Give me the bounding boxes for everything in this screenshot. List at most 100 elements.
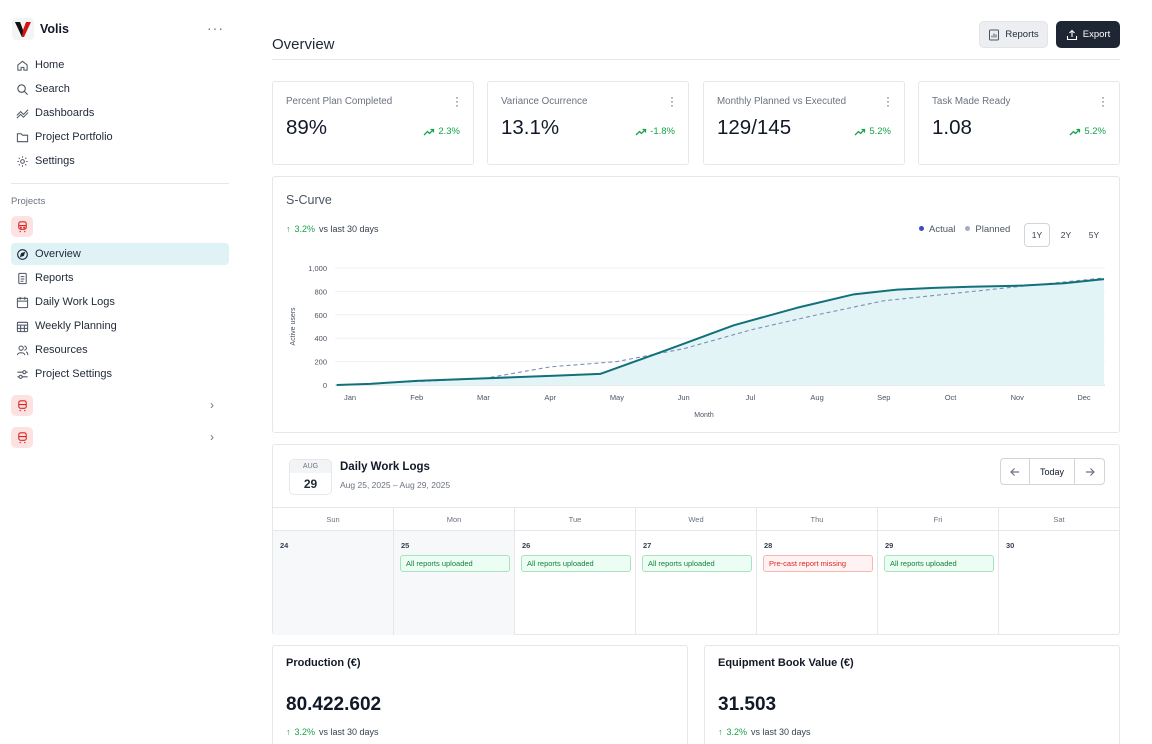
nav-label: Home xyxy=(35,59,65,71)
nav-item-overview[interactable]: Overview xyxy=(11,243,229,265)
nav-item-resources[interactable]: Resources xyxy=(11,339,229,361)
day-header: Mon xyxy=(394,508,514,531)
daily-work-logs-card: AUG 29 Daily Work Logs Aug 25, 2025 – Au… xyxy=(272,444,1120,635)
kebab-menu-icon[interactable]: · · · xyxy=(886,90,890,112)
project-icon-train-2[interactable] xyxy=(11,395,33,416)
s-curve-delta: ↑ 3.2% vs last 30 days xyxy=(286,224,379,234)
kpi-trend: 5.2% xyxy=(1069,126,1106,137)
nav-item-home[interactable]: Home xyxy=(11,54,229,76)
calendar-day-sun[interactable]: Sun 24 xyxy=(273,508,394,635)
volis-logo-icon xyxy=(12,18,34,40)
search-icon xyxy=(17,83,29,95)
range-1y-button[interactable]: 1Y xyxy=(1024,223,1050,247)
main-nav: Home Search Dashboards Project Portfolio… xyxy=(11,54,229,174)
nav-label: Resources xyxy=(35,344,88,356)
x-tick-label: Apr xyxy=(544,393,556,402)
date-badge: AUG 29 xyxy=(289,459,332,495)
export-button[interactable]: Export xyxy=(1056,21,1120,48)
x-tick-label: Jul xyxy=(746,393,756,402)
status-badge[interactable]: All reports uploaded xyxy=(884,555,994,572)
today-button[interactable]: Today xyxy=(1030,459,1075,484)
status-badge[interactable]: Pre-cast report missing xyxy=(763,555,873,572)
kpi-trend: 2.3% xyxy=(423,126,460,137)
range-5y-button[interactable]: 5Y xyxy=(1088,230,1100,240)
trend-up-icon xyxy=(423,128,435,135)
sidebar-divider xyxy=(11,183,229,184)
calendar-day-fri[interactable]: Fri 29 All reports uploaded xyxy=(878,508,999,635)
prev-week-button[interactable] xyxy=(1001,459,1030,484)
kpi-trend-value: 5.2% xyxy=(869,126,891,137)
calendar-day-wed[interactable]: Wed 27 All reports uploaded xyxy=(636,508,757,635)
s-curve-chart: 0 200 400 600 800 1,000 Jan Feb Mar Apr May Jun Jul A… xyxy=(290,264,1105,419)
trend-up-icon xyxy=(635,128,647,135)
kpi-value: 129/145 xyxy=(717,116,792,139)
calendar-day-thu[interactable]: Thu 28 Pre-cast report missing xyxy=(757,508,878,635)
x-tick-label: Mar xyxy=(477,393,490,402)
calendar-icon xyxy=(16,296,29,308)
equipment-card: Equipment Book Value (€) 31.503 ↑ 3.2% v… xyxy=(704,645,1120,744)
x-tick-label: Feb xyxy=(410,393,423,402)
kpi-card-percent-plan: Percent Plan Completed · · · 89% 2.3% xyxy=(272,81,474,165)
nav-item-project-portfolio[interactable]: Project Portfolio xyxy=(11,126,229,148)
nav-item-daily-work-logs[interactable]: Daily Work Logs xyxy=(11,291,229,313)
calendar-day-mon[interactable]: Mon 25 All reports uploaded xyxy=(394,508,515,635)
s-curve-delta-value: 3.2% xyxy=(294,224,316,234)
nav-item-search[interactable]: Search xyxy=(11,78,229,100)
equipment-title: Equipment Book Value (€) xyxy=(718,657,854,669)
actual-area xyxy=(336,279,1105,385)
status-badge[interactable]: All reports uploaded xyxy=(400,555,510,572)
kebab-menu-icon[interactable]: · · · xyxy=(455,90,459,112)
more-icon[interactable]: ··· xyxy=(207,20,224,36)
legend-actual[interactable]: Actual xyxy=(919,224,955,235)
project-nav: Overview Reports Daily Work Logs Weekly … xyxy=(11,243,229,387)
s-curve-title: S-Curve xyxy=(286,193,332,207)
x-tick-label: Aug xyxy=(810,393,823,402)
folder-icon xyxy=(16,132,29,142)
x-tick-label: Jan xyxy=(344,393,356,402)
nav-label: Overview xyxy=(35,248,81,260)
date-badge-day: 29 xyxy=(303,477,318,491)
x-axis-label: Month xyxy=(694,412,714,419)
nav-item-weekly-planning[interactable]: Weekly Planning xyxy=(11,315,229,337)
brand[interactable]: Volis xyxy=(12,18,69,40)
range-2y-button[interactable]: 2Y xyxy=(1060,230,1072,240)
train-icon xyxy=(17,221,27,233)
trend-up-icon xyxy=(854,128,866,135)
header-divider xyxy=(272,59,1120,60)
production-delta: ↑ 3.2% vs last 30 days xyxy=(286,727,379,737)
kpi-trend-value: -1.8% xyxy=(650,126,675,137)
day-header: Sat xyxy=(999,508,1119,531)
calendar-day-sat[interactable]: Sat 30 xyxy=(999,508,1119,635)
legend-label: Actual xyxy=(929,224,956,235)
kebab-menu-icon[interactable]: · · · xyxy=(1101,90,1105,112)
nav-item-settings[interactable]: Settings xyxy=(11,150,229,172)
week-calendar: Sun 24 Mon 25 All reports uploaded Tue 2… xyxy=(273,507,1119,635)
reports-button[interactable]: Reports xyxy=(979,21,1048,48)
chevron-right-icon[interactable]: › xyxy=(210,398,214,412)
day-header: Thu xyxy=(757,508,877,531)
next-week-button[interactable] xyxy=(1075,459,1104,484)
project-icon-train-3[interactable] xyxy=(11,427,33,448)
kpi-title: Percent Plan Completed xyxy=(286,96,393,107)
production-value: 80.422.602 xyxy=(286,694,382,715)
document-icon xyxy=(18,272,27,284)
legend-planned[interactable]: Planned xyxy=(965,224,1010,235)
legend-dot-icon xyxy=(919,226,924,231)
compass-icon xyxy=(17,248,28,260)
nav-item-dashboards[interactable]: Dashboards xyxy=(11,102,229,124)
calendar-day-tue[interactable]: Tue 26 All reports uploaded xyxy=(515,508,636,635)
status-badge[interactable]: All reports uploaded xyxy=(521,555,631,572)
date-badge-month: AUG xyxy=(290,460,331,473)
nav-item-reports[interactable]: Reports xyxy=(11,267,229,289)
export-button-label: Export xyxy=(1082,29,1111,40)
kpi-trend-value: 2.3% xyxy=(438,126,460,137)
project-icon-train[interactable] xyxy=(11,216,33,237)
day-number: 26 xyxy=(522,541,531,550)
trend-up-icon xyxy=(1069,128,1081,135)
status-badge[interactable]: All reports uploaded xyxy=(642,555,752,572)
chevron-right-icon[interactable]: › xyxy=(210,430,214,444)
kebab-menu-icon[interactable]: · · · xyxy=(670,90,674,112)
train-icon xyxy=(17,400,27,412)
nav-item-project-settings[interactable]: Project Settings xyxy=(11,363,229,385)
equipment-delta: ↑ 3.2% vs last 30 days xyxy=(718,727,811,737)
